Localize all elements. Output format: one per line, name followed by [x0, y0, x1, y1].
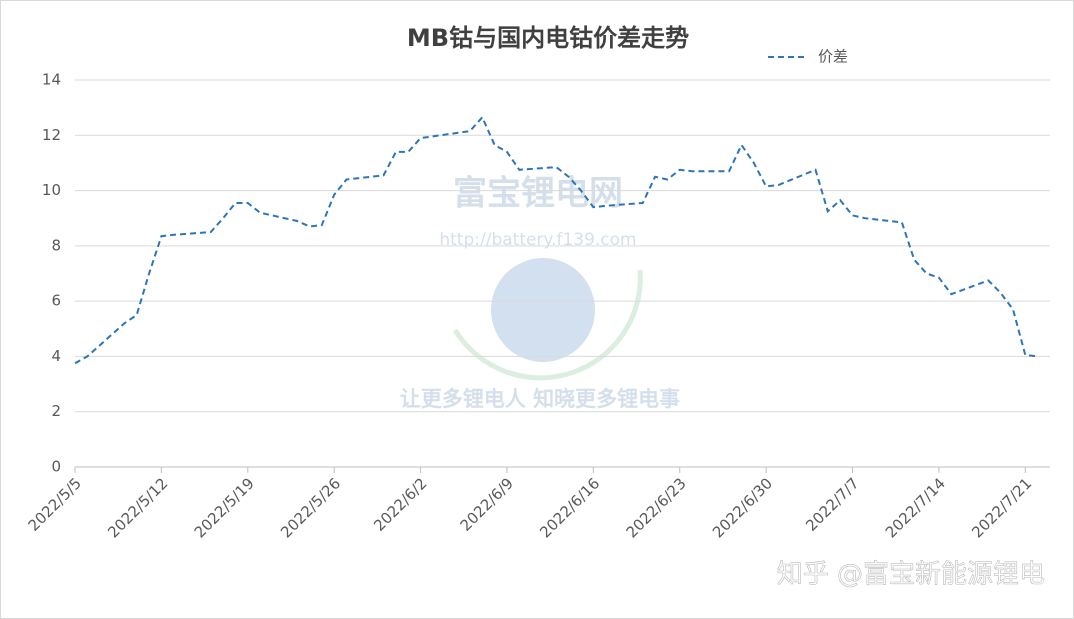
watermark-arc: [452, 269, 643, 381]
y-tick-label: 8: [51, 236, 61, 254]
y-tick-label: 0: [51, 458, 61, 476]
y-tick-label: 2: [51, 402, 61, 420]
credit: 知乎 @富宝新能源锂电: [777, 560, 1045, 590]
y-tick-label: 4: [51, 347, 61, 365]
data-line: [74, 115, 1038, 365]
legend-label: 价差: [818, 48, 848, 66]
y-tick-label: 6: [51, 292, 61, 310]
y-tick-label: 12: [42, 126, 61, 144]
watermark-site: 富宝锂电网: [453, 174, 623, 214]
y-tick-label: 14: [42, 71, 61, 89]
watermark-logo: [491, 258, 595, 362]
watermark-slogan: 让更多锂电人 知晓更多锂电事: [400, 387, 680, 411]
watermark-url: http://battery.f139.com: [439, 230, 636, 250]
chart-title: MB钴与国内电钴价差走势: [407, 24, 689, 52]
watermark: 富宝锂电网 http://battery.f139.com 让更多锂电人 知晓更…: [400, 174, 680, 412]
y-tick-label: 10: [42, 181, 61, 199]
